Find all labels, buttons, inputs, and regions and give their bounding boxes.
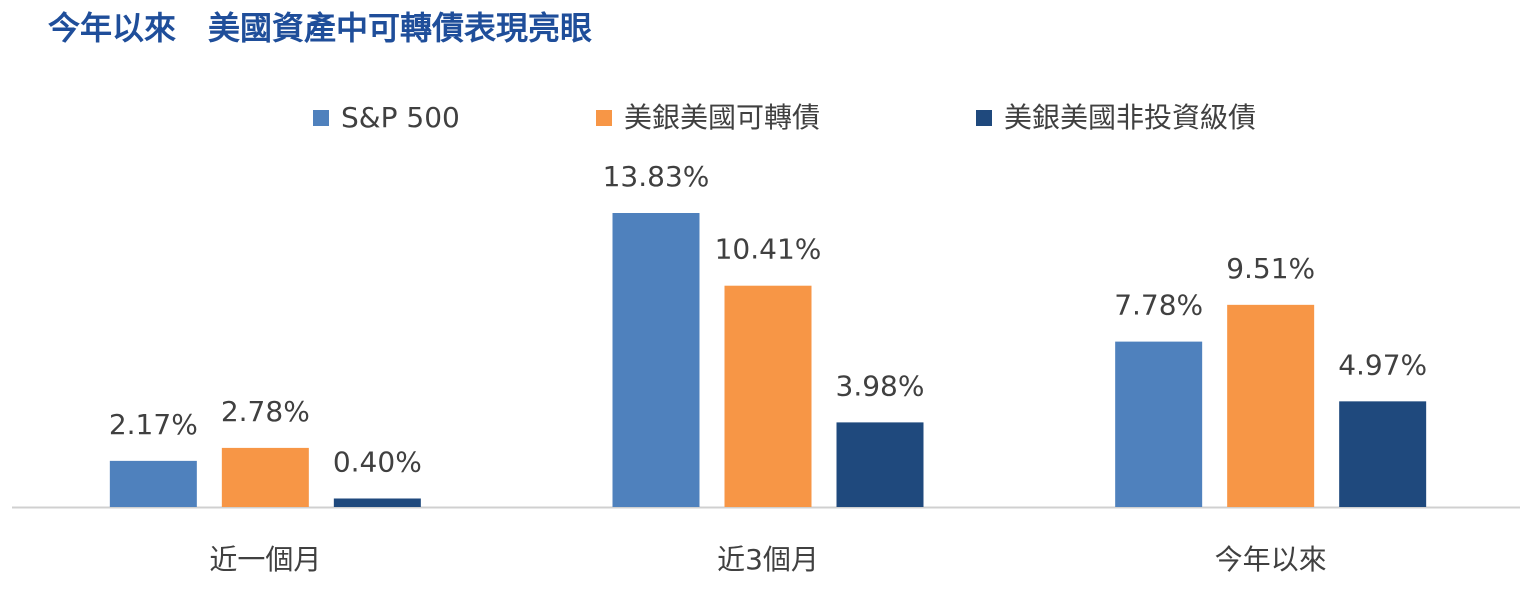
chart-title: 今年以來 美國資產中可轉債表現亮眼 (48, 9, 592, 47)
bar (1115, 341, 1203, 507)
bar (836, 422, 924, 507)
bar (109, 460, 197, 507)
value-label: 7.78% (1114, 289, 1203, 322)
value-label: 13.83% (603, 160, 710, 193)
value-label: 3.98% (836, 369, 925, 402)
value-label: 4.97% (1338, 348, 1427, 381)
bar (1227, 304, 1315, 507)
bar (724, 285, 812, 507)
legend-label: 美銀美國非投資級債 (1004, 101, 1256, 134)
value-label: 2.17% (109, 408, 198, 441)
legend-swatch (313, 110, 329, 126)
legend-label: S&P 500 (341, 101, 460, 134)
value-label: 10.41% (715, 233, 822, 266)
bar (221, 447, 309, 507)
x-tick-label: 今年以來 (1215, 543, 1327, 576)
value-label: 2.78% (221, 395, 310, 428)
x-tick-label: 近一個月 (209, 543, 321, 576)
x-tick-label: 近3個月 (717, 543, 819, 576)
legend-label: 美銀美國可轉債 (624, 101, 820, 134)
legend-swatch (596, 110, 612, 126)
bar (612, 213, 700, 507)
legend-swatch (976, 110, 992, 126)
bar (333, 498, 421, 507)
value-label: 9.51% (1226, 252, 1315, 285)
value-label: 0.40% (333, 445, 422, 478)
bar (1339, 401, 1427, 507)
